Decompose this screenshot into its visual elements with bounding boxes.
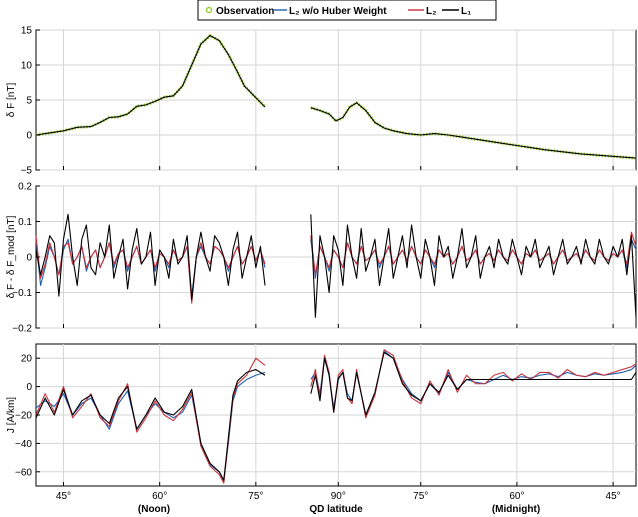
fit-line-seg-1 [310,102,637,159]
legend-l2-huber-label: L₂ w/o Huber Weight [289,6,387,17]
panel-3-ytick-label-2: −20 [15,411,32,422]
xtick-label-5: 60° [509,491,524,502]
panel-3-series-1-seg-1 [310,349,637,419]
panel-3-ytick-label-4: 20 [21,354,33,365]
panel-3-ylabel: J [A/km] [6,397,17,433]
observation-markers-seg-0 [35,33,267,137]
legend: Observation L₂ w/o Huber Weight L₂ L₁ [197,0,497,21]
panel-1-ylabel: δ F [nT] [6,83,17,118]
panel-3-series-2-seg-1 [310,351,637,416]
observation-markers-seg-1 [310,100,637,160]
panel-3-series-0-seg-0 [35,371,266,481]
fit-line-seg-0 [35,34,266,136]
panel-1-ytick-label-2: 5 [26,96,32,107]
panel-2-ytick-label-4: 0.2 [18,182,32,193]
panel-2-series-1-seg-1 [310,231,637,276]
legend-l2-label: L₂ [426,6,437,17]
panel-2-series-2-seg-1 [310,214,637,318]
xtick-label-2: 75° [248,491,263,502]
panel-2-series-1-seg-0 [35,235,266,304]
panel-1-ytick-label-1: 0 [26,131,32,142]
panel-2-ylabel: δ F - δ F_mod [nT] [6,215,17,298]
panel-1-ytick-label-0: −5 [21,166,33,177]
x-axis-label: QD latitude [309,504,363,515]
xtick-label-6: 45° [606,491,621,502]
noon-label: (Noon) [138,504,170,515]
panel-2-series-2-seg-0 [35,213,266,301]
panel-1-ytick-label-3: 10 [21,61,33,72]
xtick-label-1: 60° [152,491,167,502]
xtick-label-0: 45° [56,491,71,502]
xtick-label-4: 75° [413,491,428,502]
panel-2-ytick-label-3: 0.1 [18,217,32,228]
panel-2-ytick-label-2: 0 [26,253,32,264]
panel-3-series-2-seg-0 [35,369,266,481]
panel-3-ytick-label-0: −60 [15,467,32,478]
legend-observation-label: Observation [216,6,274,17]
xtick-label-3: 90° [331,491,346,502]
panel-2-ytick-label-1: −0.1 [12,288,32,299]
legend-observation-marker [205,6,213,14]
panel-2-ytick-label-0: −0.2 [12,324,32,335]
panel-3-ytick-label-3: 0 [26,382,32,393]
midnight-label: (Midnight) [492,504,540,515]
legend-l1-label: L₁ [461,6,471,17]
panel-3-ytick-label-1: −40 [15,439,32,450]
panel-1-ytick-label-4: 15 [21,26,33,37]
